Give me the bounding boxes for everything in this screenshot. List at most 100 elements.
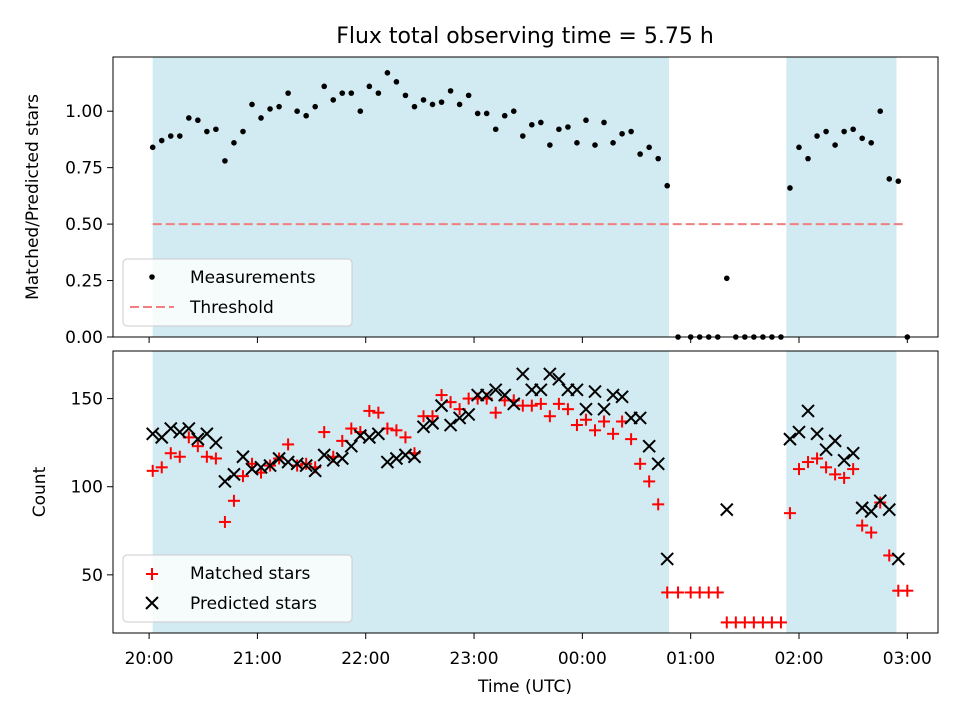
top-y-tick-label: 0.25 <box>65 272 103 292</box>
predicted-star-point <box>597 402 611 416</box>
matched-star-point <box>589 424 602 437</box>
top-axes-frame <box>112 56 939 338</box>
top-shaded-interval <box>786 57 897 337</box>
predicted-star-point <box>588 384 602 399</box>
predicted-star-point <box>236 450 250 464</box>
bottom-panel: 50 100 150 20:00 21:00 22:00 23:00 00:00 01:00 02… <box>30 350 939 697</box>
matched-star-point <box>570 419 583 432</box>
measurement-point <box>501 112 508 119</box>
measurement-point <box>814 133 820 139</box>
measurement-point <box>474 110 481 117</box>
measurement-point <box>583 117 589 124</box>
matched-star-point <box>435 389 448 402</box>
matched-star-point <box>218 515 231 528</box>
matched-star-point <box>390 424 403 437</box>
measurement-point <box>574 140 580 146</box>
x-tick-label: 20:00 <box>125 649 174 669</box>
matched-star-point <box>372 406 385 419</box>
matched-star-point <box>146 464 159 477</box>
measurement-point <box>886 176 893 182</box>
predicted-star-point <box>891 552 905 566</box>
predicted-star-point <box>407 450 422 464</box>
measurement-point <box>294 108 300 114</box>
legend-threshold-label: Threshold <box>189 298 274 318</box>
measurement-point <box>529 121 535 128</box>
x-tick-label: 00:00 <box>558 649 607 669</box>
top-y-tick-label: 0.75 <box>65 159 103 179</box>
matched-star-point <box>847 463 860 476</box>
predicted-star-point <box>434 398 449 413</box>
measurement-point <box>176 133 183 139</box>
measurement-point <box>149 144 156 151</box>
predicted-star-point <box>534 383 548 397</box>
measurement-point <box>267 106 273 112</box>
measurement-point <box>231 140 237 146</box>
predicted-star-point <box>416 420 431 434</box>
measurement-point <box>258 115 264 121</box>
predicted-star-point <box>317 448 331 462</box>
measurement-point <box>868 140 875 146</box>
measurement-point <box>402 92 409 99</box>
legend-matched-label: Matched stars <box>190 564 310 584</box>
measurement-point <box>204 128 210 135</box>
measurement-point <box>664 182 671 189</box>
legend-predicted-label: Predicted stars <box>190 594 317 614</box>
predicted-star-point <box>263 458 277 473</box>
measurement-point <box>420 97 427 103</box>
predicted-star-point <box>227 467 241 482</box>
predicted-star-point <box>389 451 404 466</box>
matched-star-point <box>774 616 787 629</box>
matched-star-point <box>711 586 724 599</box>
legend-measurements-label: Measurements <box>190 268 316 288</box>
predicted-star-point <box>846 446 860 460</box>
matched-star-point <box>426 410 439 423</box>
predicted-star-point <box>633 411 647 425</box>
measurement-point <box>510 108 517 114</box>
predicted-star-point <box>479 388 494 402</box>
measurement-point <box>538 119 544 126</box>
predicted-star-point <box>579 402 593 416</box>
predicted-star-point <box>543 367 557 381</box>
measurement-point <box>483 110 490 117</box>
predicted-star-point <box>651 457 665 471</box>
matched-star-point <box>525 399 538 412</box>
predicted-star-point <box>362 430 377 445</box>
predicted-star-point <box>855 501 869 515</box>
matched-star-point <box>643 475 656 488</box>
legend-predicted-marker <box>145 596 159 610</box>
measurement-point <box>465 92 472 99</box>
measurement-point <box>787 185 793 191</box>
predicted-star-point <box>489 383 503 397</box>
matched-star-point <box>783 507 796 520</box>
top-y-axis-label: Matched/Predicted stars <box>23 94 43 300</box>
measurement-point <box>339 90 346 96</box>
matched-star-point <box>652 498 665 511</box>
matched-star-point <box>155 461 168 474</box>
bottom-y-tick-label: 150 <box>71 390 103 410</box>
measurement-point <box>366 83 373 90</box>
measurement-point <box>805 155 811 162</box>
matched-star-point <box>883 549 896 562</box>
predicted-star-point <box>272 451 286 466</box>
matched-star-point <box>200 450 213 463</box>
measurement-point <box>167 133 174 139</box>
measurement-point <box>357 108 364 114</box>
x-tick-label: 02:00 <box>774 649 823 669</box>
predicted-star-point <box>308 464 322 478</box>
predicted-star-point <box>810 427 824 441</box>
measurement-point <box>312 103 318 110</box>
measurement-point <box>637 151 643 157</box>
measurement-point <box>213 126 219 133</box>
top-panel: 0.00 0.25 0.50 0.75 1.00 Flux total observin… <box>23 24 939 348</box>
matched-star-point <box>318 426 331 439</box>
measurement-point <box>592 142 598 148</box>
measurement-point <box>303 112 309 119</box>
matched-star-point <box>661 586 674 599</box>
measurement-point <box>646 144 652 151</box>
x-tick-label: 21:00 <box>233 649 282 669</box>
matched-star-point <box>489 406 502 419</box>
matched-star-point <box>616 415 629 428</box>
measurement-point <box>411 103 418 110</box>
matched-star-point <box>579 413 592 426</box>
measurement-point <box>565 124 571 130</box>
